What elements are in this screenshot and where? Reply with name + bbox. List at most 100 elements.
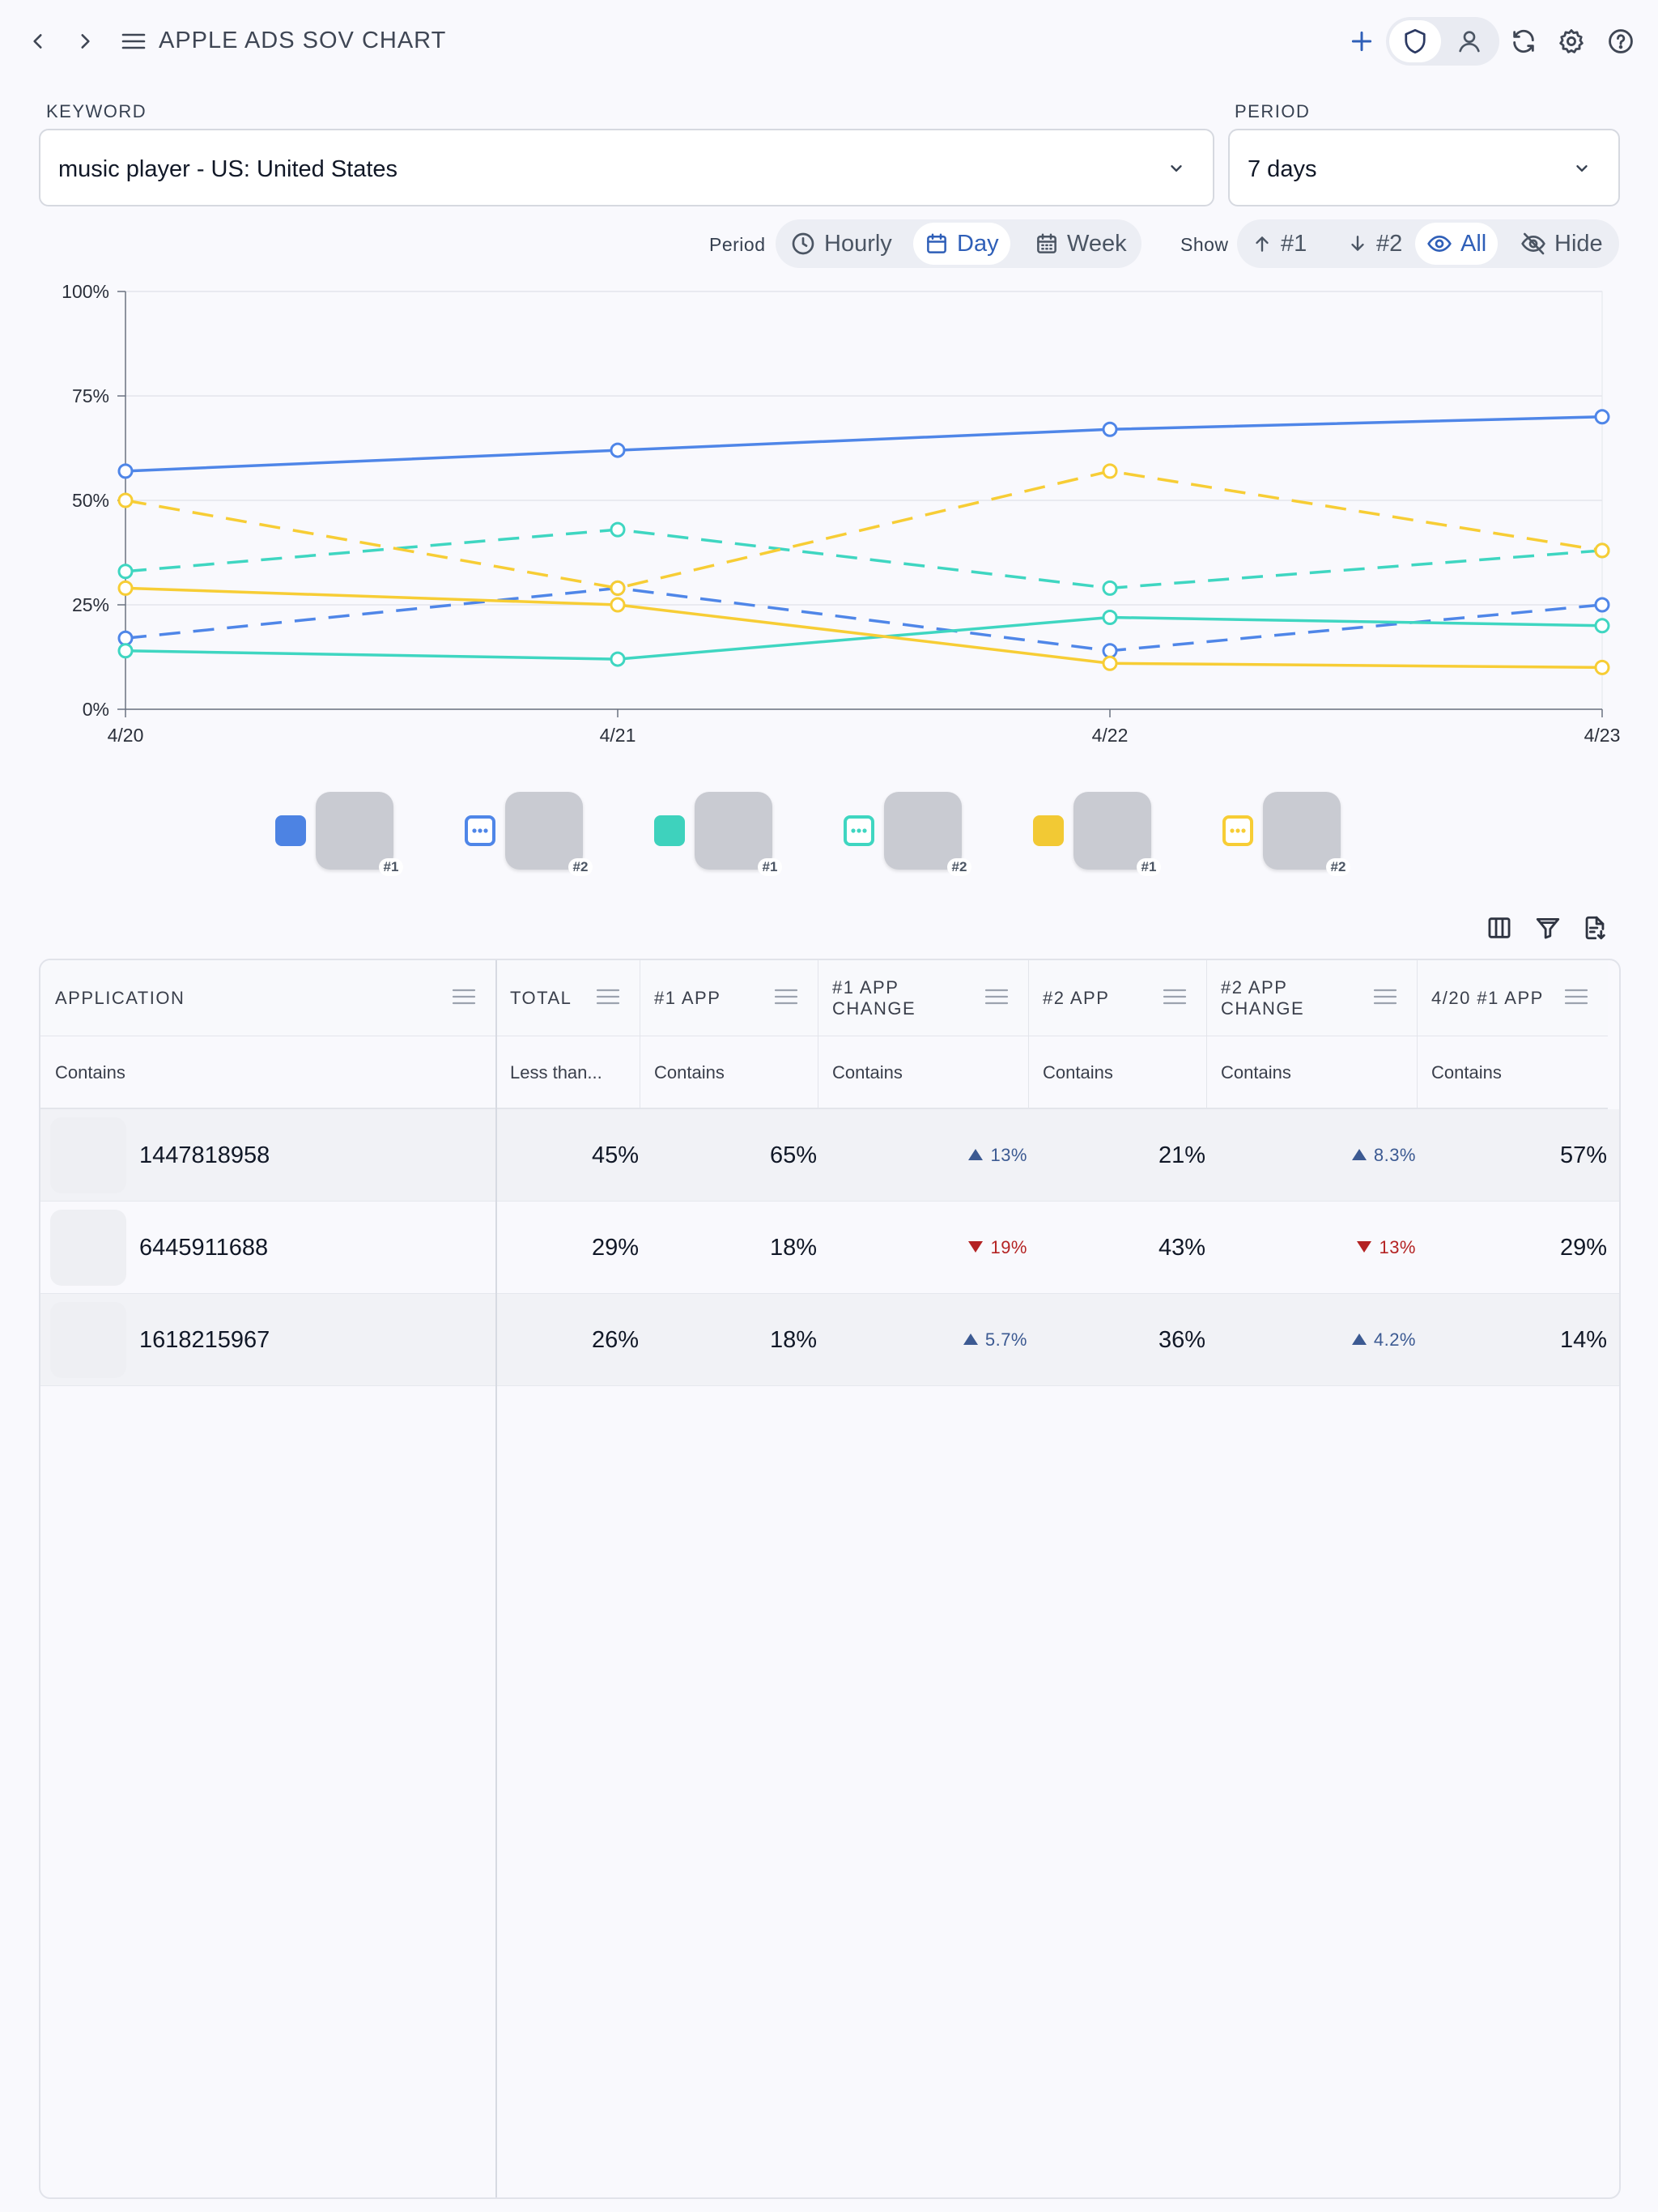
data-point[interactable] <box>1102 463 1118 479</box>
data-point[interactable] <box>610 521 626 538</box>
column-filter-d420[interactable]: Contains <box>1417 1036 1608 1109</box>
legend-app-icon[interactable] <box>1263 792 1341 870</box>
period-value: 7 days <box>1248 156 1317 182</box>
add-icon[interactable] <box>1341 21 1382 62</box>
d420-cell: 14% <box>1559 1326 1607 1353</box>
data-point[interactable] <box>610 442 626 458</box>
settings-icon[interactable] <box>1551 21 1592 62</box>
app-id[interactable]: 1618215967 <box>139 1326 270 1353</box>
column-header-app2-change[interactable]: #2 APP CHANGE <box>1206 960 1417 1036</box>
filter-icon[interactable] <box>1530 910 1566 946</box>
data-point[interactable] <box>1102 421 1118 437</box>
data-point[interactable] <box>1102 580 1118 596</box>
column-filter-total[interactable]: Less than... <box>495 1036 640 1109</box>
column-filter-app2[interactable]: Contains <box>1028 1036 1206 1109</box>
columns-icon[interactable] <box>1482 910 1517 946</box>
column-filter-app1-change[interactable]: Contains <box>818 1036 1028 1109</box>
seg-day[interactable]: Day <box>913 223 1010 265</box>
column-filter-app1[interactable]: Contains <box>640 1036 818 1109</box>
column-menu-icon[interactable] <box>984 988 1009 1010</box>
table-row[interactable]: 1618215967 26% 18% 5.7% 36% 4.2% 14% <box>40 1294 1619 1386</box>
seg-day-label: Day <box>957 230 999 257</box>
column-menu-icon[interactable] <box>1163 988 1187 1010</box>
data-point[interactable] <box>1102 609 1118 625</box>
column-filter-app2-change[interactable]: Contains <box>1206 1036 1417 1109</box>
column-header-label: #1 APP CHANGE <box>832 977 916 1019</box>
column-menu-icon[interactable] <box>1564 988 1588 1010</box>
column-header-app2[interactable]: #2 APP <box>1028 960 1206 1036</box>
legend-app-icon[interactable] <box>695 792 772 870</box>
legend-swatch-teal-dashed[interactable] <box>844 815 874 846</box>
legend-swatch-teal-solid[interactable] <box>654 815 685 846</box>
data-point[interactable] <box>1594 542 1610 559</box>
app-thumbnail[interactable] <box>50 1210 126 1286</box>
user-icon[interactable] <box>1449 21 1490 62</box>
data-point[interactable] <box>117 564 134 580</box>
data-point[interactable] <box>610 580 626 596</box>
app-thumbnail[interactable] <box>50 1117 126 1193</box>
data-point[interactable] <box>1594 659 1610 675</box>
seg-hourly[interactable]: Hourly <box>779 223 903 265</box>
data-point[interactable] <box>610 651 626 667</box>
legend-app-icon[interactable] <box>884 792 962 870</box>
back-icon[interactable] <box>18 21 58 62</box>
seg-show-hide[interactable]: Hide <box>1509 223 1614 265</box>
column-filter-label: Contains <box>1221 1062 1291 1083</box>
shield-icon[interactable] <box>1395 21 1435 62</box>
change-value: 19% <box>990 1237 1027 1257</box>
data-point[interactable] <box>117 492 134 508</box>
app2-change-cell: 8.3% <box>1206 1109 1416 1202</box>
legend-app-icon[interactable] <box>316 792 393 870</box>
keyword-select[interactable]: music player - US: United States <box>39 129 1214 206</box>
data-point[interactable] <box>1102 643 1118 659</box>
data-point[interactable] <box>117 580 134 596</box>
data-point[interactable] <box>117 630 134 646</box>
column-menu-icon[interactable] <box>596 988 620 1010</box>
table-row[interactable]: 6445911688 29% 18% 19% 43% 13% 29% <box>40 1202 1619 1294</box>
column-menu-icon[interactable] <box>1373 988 1397 1010</box>
app2-change-cell: 13% <box>1206 1202 1416 1294</box>
x-tick-label: 4/23 <box>1584 725 1621 746</box>
data-point[interactable] <box>1594 409 1610 425</box>
seg-week[interactable]: Week <box>1023 223 1138 265</box>
column-menu-icon[interactable] <box>452 988 476 1010</box>
app2-cell: 36% <box>1158 1326 1205 1353</box>
legend-swatch-yellow-solid[interactable] <box>1033 815 1064 846</box>
column-filter-application[interactable]: Contains <box>40 1036 495 1109</box>
legend-app-icon[interactable] <box>505 792 583 870</box>
clock-icon <box>790 231 816 257</box>
data-point[interactable] <box>610 597 626 613</box>
legend-swatch-yellow-dashed[interactable] <box>1222 815 1253 846</box>
column-header-label: 4/20 #1 APP <box>1431 988 1544 1008</box>
app-thumbnail[interactable] <box>50 1302 126 1378</box>
forward-icon[interactable] <box>65 21 105 62</box>
column-filter-label: Contains <box>55 1062 125 1083</box>
column-header-total[interactable]: TOTAL <box>495 960 640 1036</box>
data-point[interactable] <box>1594 597 1610 613</box>
column-header-app1[interactable]: #1 APP <box>640 960 818 1036</box>
app-id[interactable]: 1447818958 <box>139 1142 270 1168</box>
column-header-application[interactable]: APPLICATION <box>40 960 495 1036</box>
app-id[interactable]: 6445911688 <box>139 1234 269 1261</box>
seg-show-all[interactable]: All <box>1415 223 1499 265</box>
column-separator <box>1028 960 1029 1109</box>
refresh-icon[interactable] <box>1503 21 1544 62</box>
data-point[interactable] <box>1594 618 1610 634</box>
period-select[interactable]: 7 days <box>1228 129 1620 206</box>
legend-swatch-blue-dashed[interactable] <box>465 815 495 846</box>
table-row[interactable]: 1447818958 45% 65% 13% 21% 8.3% 57% <box>40 1109 1619 1202</box>
data-point[interactable] <box>1102 655 1118 671</box>
legend-app-icon[interactable] <box>1073 792 1151 870</box>
legend-swatch-blue-solid[interactable] <box>275 815 306 846</box>
data-point[interactable] <box>117 643 134 659</box>
column-header-d420[interactable]: 4/20 #1 APP <box>1417 960 1608 1036</box>
column-menu-icon[interactable] <box>774 988 798 1010</box>
data-point[interactable] <box>117 463 134 479</box>
column-header-app1-change[interactable]: #1 APP CHANGE <box>818 960 1028 1036</box>
menu-icon[interactable] <box>113 21 154 62</box>
seg-show-1[interactable]: #1 <box>1240 223 1318 265</box>
help-icon[interactable] <box>1601 21 1641 62</box>
export-icon[interactable] <box>1577 910 1613 946</box>
seg-show-2[interactable]: #2 <box>1336 223 1414 265</box>
period-segmented: Hourly Day Week <box>776 219 1141 268</box>
